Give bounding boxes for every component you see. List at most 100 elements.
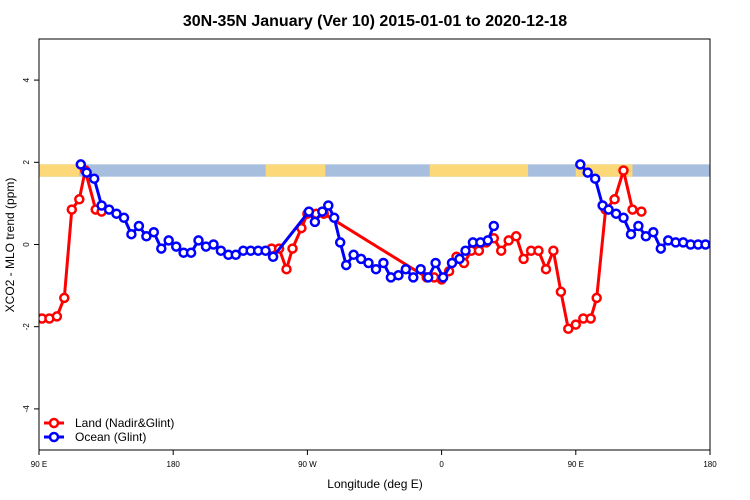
data-point [215, 245, 227, 256]
data-point [74, 194, 85, 205]
data-point [309, 216, 321, 228]
data-point [591, 292, 602, 304]
data-point [518, 253, 529, 265]
data-point [648, 226, 659, 238]
ocean-band [39, 164, 710, 177]
x-tick-label: 180 [703, 460, 717, 469]
data-point [548, 245, 559, 256]
data-point [618, 212, 629, 224]
land-band-segment [265, 164, 326, 177]
data-point [118, 212, 130, 224]
data-point [422, 272, 434, 283]
data-point [260, 245, 271, 256]
land-band-segment [429, 164, 529, 177]
x-tick-label: 90 E [568, 460, 584, 469]
data-point [163, 235, 174, 246]
legend-swatch-marker [48, 417, 60, 429]
data-point [482, 235, 494, 246]
x-tick-label: 90 E [31, 460, 47, 469]
data-point [563, 323, 574, 335]
y-tick-label: 4 [22, 77, 31, 82]
data-point [96, 200, 107, 211]
data-point [111, 208, 122, 219]
data-point [193, 235, 204, 246]
data-point [208, 239, 219, 250]
chart-title: 30N-35N January (Ver 10) 2015-01-01 to 2… [183, 13, 567, 30]
data-point [589, 173, 601, 184]
data-point [230, 249, 242, 261]
data-point [446, 257, 458, 269]
data-point [303, 206, 315, 217]
data-point [66, 204, 78, 215]
x-axis: 90 E 180 90 W 0 90 E 180 [31, 450, 717, 469]
data-point [460, 245, 471, 256]
data-point [510, 231, 522, 242]
legend-swatch-marker [48, 431, 60, 443]
data-point [378, 257, 389, 269]
y-tick-label: 2 [22, 160, 31, 165]
x-tick-label: 0 [439, 460, 444, 469]
legend: Land (Nadir&Glint)Ocean (Glint) [44, 416, 174, 444]
data-point [437, 272, 449, 283]
data-point [400, 263, 412, 275]
data-point [430, 257, 441, 269]
data-point [540, 263, 552, 275]
data-point [636, 206, 647, 217]
data-point [323, 200, 334, 211]
data-point [317, 206, 328, 217]
data-point [185, 247, 197, 258]
land-band-segment [39, 164, 80, 177]
data-point [355, 253, 367, 265]
data-point [555, 286, 567, 298]
y-tick-label: -4 [22, 405, 31, 413]
data-point [334, 237, 346, 248]
x-tick-label: 180 [167, 460, 181, 469]
data-point [633, 220, 644, 232]
data-point [393, 270, 404, 281]
data-point [88, 173, 100, 184]
data-point [363, 257, 374, 269]
x-axis-label: Longitude (deg E) [327, 477, 422, 491]
plot-area: 90 E 180 90 W 0 90 E 180 -4 -2 0 2 4 [22, 38, 717, 469]
data-point [51, 311, 63, 322]
data-point [75, 159, 87, 170]
data-point [610, 208, 622, 219]
data-point [141, 231, 152, 242]
data-point [328, 212, 340, 224]
data-point [533, 245, 544, 256]
data-point [408, 272, 419, 283]
data-point [488, 220, 500, 232]
data-point [473, 245, 485, 256]
data-point [582, 167, 593, 178]
data-point [640, 231, 652, 242]
series-layer [39, 159, 710, 335]
data-point [59, 292, 70, 304]
data-point [454, 253, 465, 265]
data-point [340, 259, 352, 271]
data-point [126, 228, 137, 240]
data-point [148, 226, 160, 238]
data-point [609, 194, 620, 205]
data-point [503, 235, 514, 246]
data-point [81, 167, 92, 178]
data-point [585, 313, 596, 324]
data-point [415, 263, 426, 275]
data-point [370, 263, 382, 275]
series-ocean [75, 159, 710, 283]
data-point [348, 249, 359, 261]
land-ocean-band [39, 164, 710, 177]
data-point [618, 165, 629, 176]
legend-label: Ocean (Glint) [75, 430, 146, 444]
data-point [156, 243, 167, 254]
data-point [603, 204, 614, 215]
data-point [287, 243, 298, 254]
y-axis-label: XCO2 - MLO trend (ppm) [3, 178, 17, 313]
data-point [570, 319, 582, 330]
y-tick-label: -2 [22, 323, 31, 331]
x-tick-label: 90 W [298, 460, 317, 469]
data-point [267, 251, 279, 263]
data-point [281, 263, 292, 275]
data-point [103, 204, 115, 215]
data-point [133, 220, 145, 232]
